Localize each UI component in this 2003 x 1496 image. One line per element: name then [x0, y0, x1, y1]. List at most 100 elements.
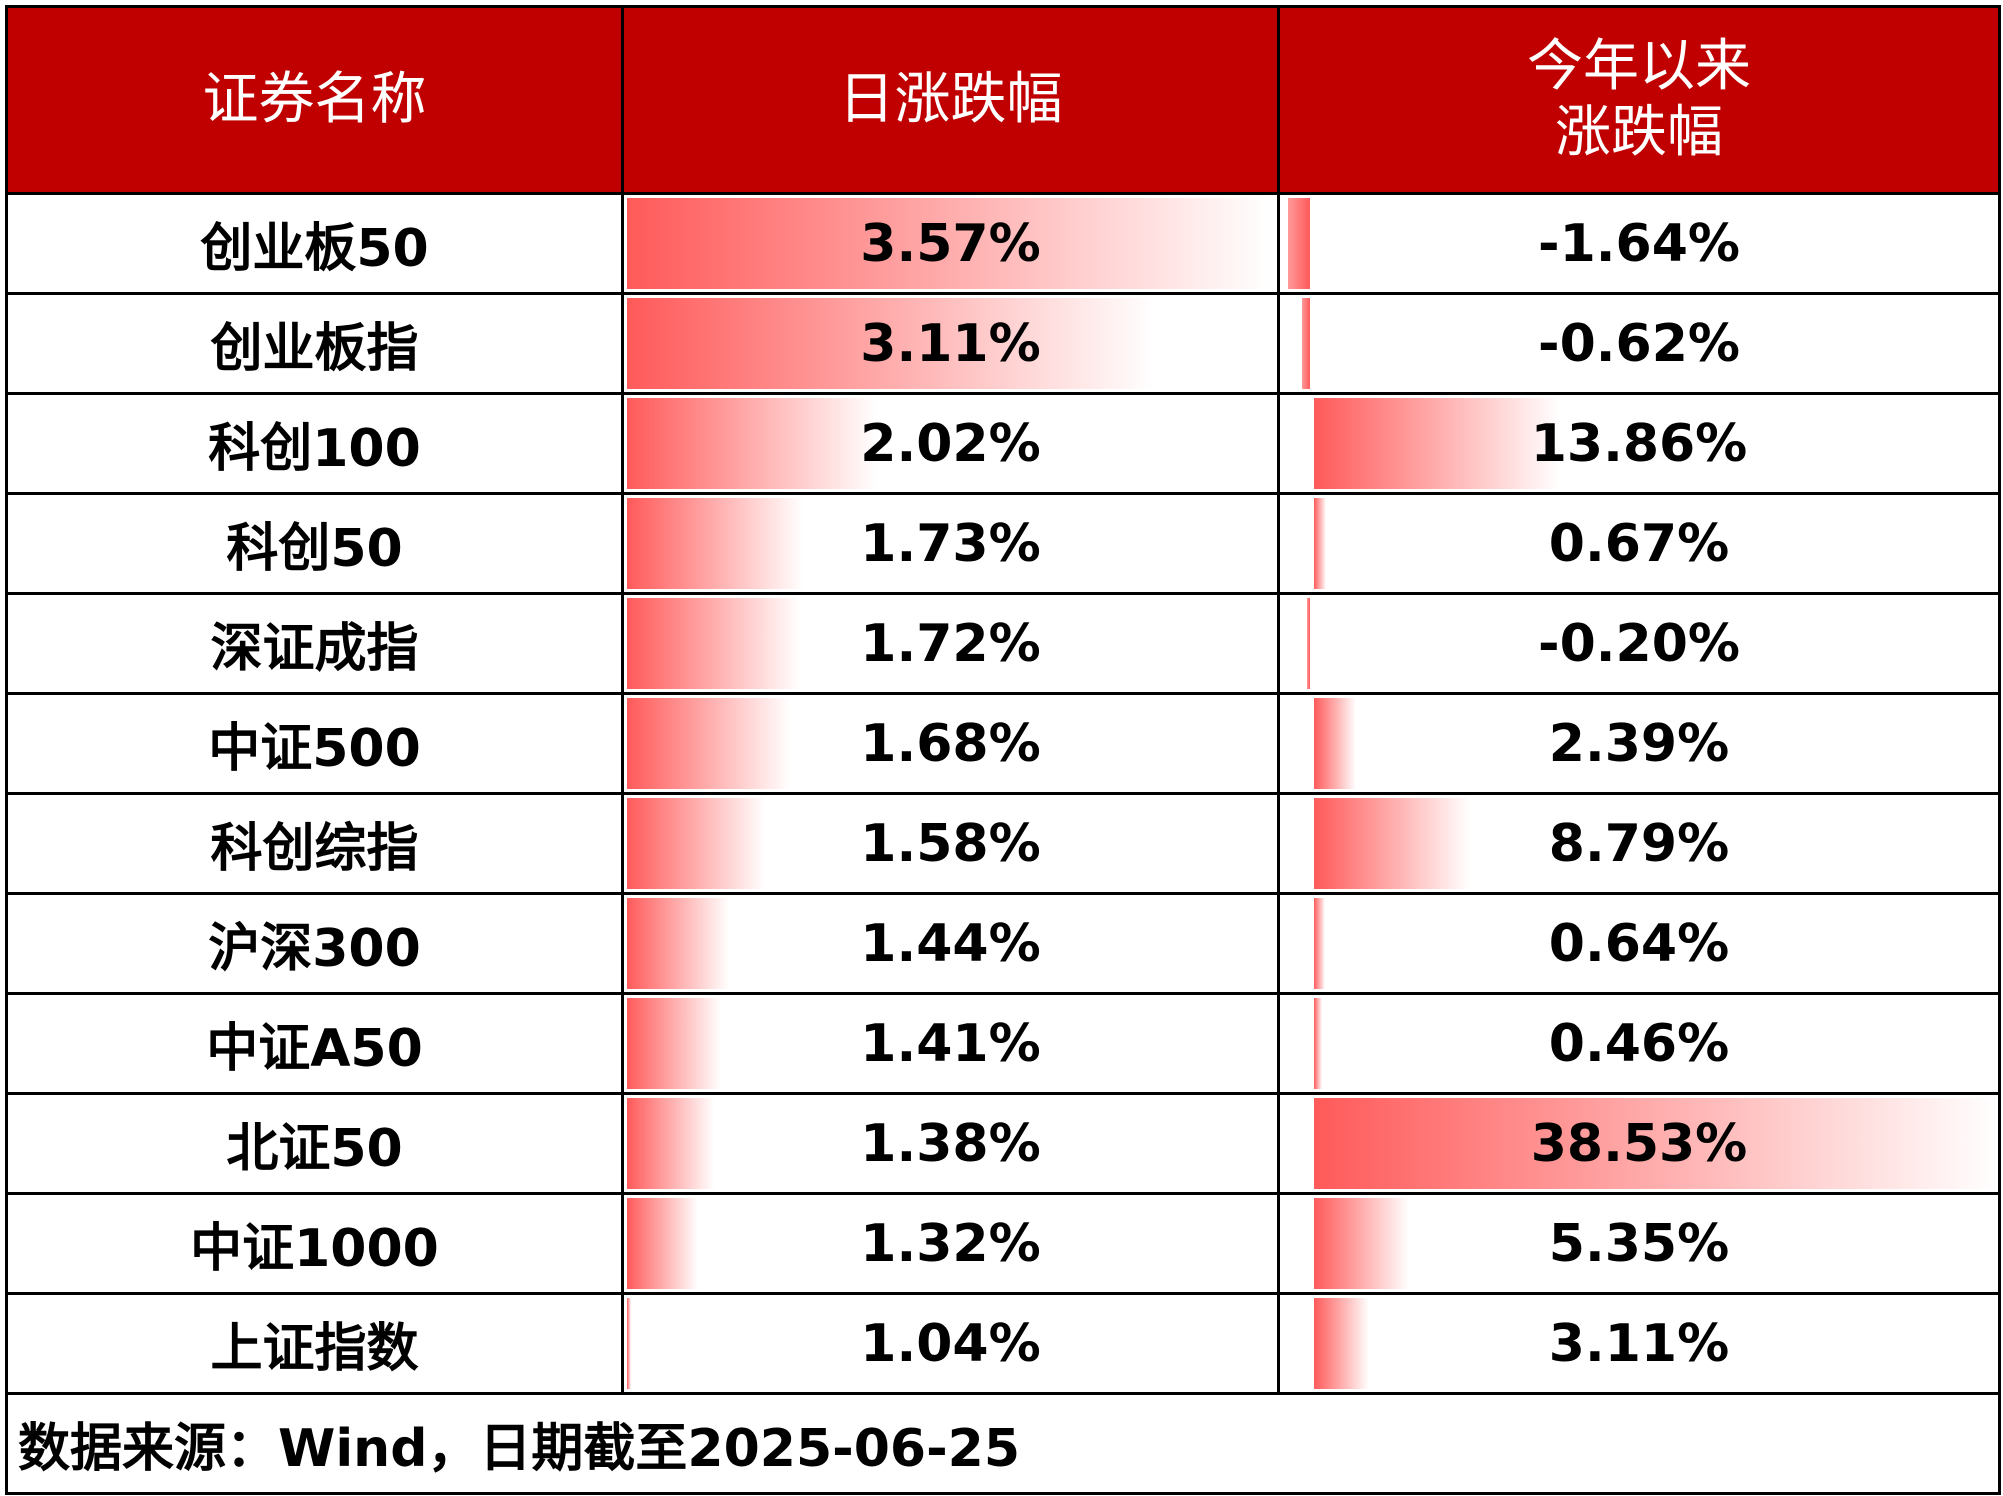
table-row: 中证1000 1.32% 5.35%: [5, 1192, 2001, 1295]
security-name: 中证1000: [5, 1192, 624, 1295]
ytd-change-bar: [1314, 898, 1326, 989]
ytd-change-bar: [1314, 398, 1561, 489]
header-row: 证券名称 日涨跌幅 今年以来 涨跌幅: [5, 5, 2001, 195]
ytd-change-cell: 2.39%: [1277, 692, 2001, 795]
daily-change-value: 3.57%: [860, 213, 1041, 274]
ytd-change-cell: 13.86%: [1277, 392, 2001, 495]
ytd-change-cell: 3.11%: [1277, 1292, 2001, 1395]
ytd-change-bar: [1314, 1298, 1370, 1389]
header-name: 证券名称: [5, 5, 624, 195]
ytd-change-cell: -1.64%: [1277, 192, 2001, 295]
ytd-change-bar: [1314, 1098, 1998, 1189]
daily-change-value: 2.02%: [860, 413, 1041, 474]
ytd-change-cell: -0.20%: [1277, 592, 2001, 695]
security-name: 北证50: [5, 1092, 624, 1195]
ytd-change-bar: [1301, 298, 1310, 389]
ytd-change-cell: 5.35%: [1277, 1192, 2001, 1295]
daily-change-value: 1.38%: [860, 1113, 1041, 1174]
ytd-change-bar: [1314, 998, 1323, 1089]
daily-change-value: 1.73%: [860, 513, 1041, 574]
daily-change-cell: 1.04%: [621, 1292, 1280, 1395]
table-row: 深证成指 1.72% -0.20%: [5, 592, 2001, 695]
security-name: 科创综指: [5, 792, 624, 895]
table-row: 中证500 1.68% 2.39%: [5, 692, 2001, 795]
source-note: 数据来源：Wind，日期截至2025-06-25: [5, 1392, 2001, 1495]
security-name: 中证A50: [5, 992, 624, 1095]
daily-change-bar: [627, 298, 1155, 389]
table-row: 上证指数 1.04% 3.11%: [5, 1292, 2001, 1395]
daily-change-bar: [627, 1298, 631, 1389]
daily-change-value: 1.44%: [860, 913, 1041, 974]
ytd-change-cell: 0.67%: [1277, 492, 2001, 595]
header-ytd-line1: 今年以来: [1527, 34, 1751, 99]
table-row: 科创100 2.02% 13.86%: [5, 392, 2001, 495]
daily-change-cell: 1.41%: [621, 992, 1280, 1095]
daily-change-value: 3.11%: [860, 313, 1041, 374]
daily-change-bar: [627, 698, 791, 789]
security-name: 创业板指: [5, 292, 624, 395]
header-ytd-line2: 涨跌幅: [1555, 100, 1723, 165]
daily-change-bar: [627, 898, 729, 989]
daily-change-bar: [627, 598, 801, 689]
ytd-change-value: 0.67%: [1548, 513, 1730, 574]
table-row: 科创综指 1.58% 8.79%: [5, 792, 2001, 895]
daily-change-cell: 1.68%: [621, 692, 1280, 795]
table-row: 北证50 1.38% 38.53%: [5, 1092, 2001, 1195]
security-name: 上证指数: [5, 1292, 624, 1395]
ytd-change-bar: [1314, 1198, 1409, 1289]
daily-change-bar: [627, 398, 877, 489]
daily-change-cell: 3.11%: [621, 292, 1280, 395]
daily-change-cell: 1.58%: [621, 792, 1280, 895]
ytd-change-cell: 0.64%: [1277, 892, 2001, 995]
daily-change-bar: [627, 1098, 714, 1189]
ytd-change-value: 3.11%: [1548, 1313, 1730, 1374]
ytd-change-value: -0.20%: [1538, 613, 1740, 674]
ytd-change-cell: 0.46%: [1277, 992, 2001, 1095]
ytd-change-bar: [1288, 198, 1310, 289]
security-name: 科创100: [5, 392, 624, 495]
ytd-change-value: -0.62%: [1538, 313, 1740, 374]
ytd-change-bar: [1307, 598, 1310, 689]
daily-change-cell: 1.32%: [621, 1192, 1280, 1295]
header-daily-change: 日涨跌幅: [621, 5, 1280, 195]
ytd-change-value: 5.35%: [1548, 1213, 1730, 1274]
footer-row: 数据来源：Wind，日期截至2025-06-25: [5, 1392, 2001, 1495]
daily-change-bar: [627, 798, 765, 889]
ytd-change-value: 13.86%: [1530, 413, 1748, 474]
table-row: 创业板指 3.11% -0.62%: [5, 292, 2001, 395]
security-name: 中证500: [5, 692, 624, 795]
security-name: 科创50: [5, 492, 624, 595]
ytd-change-cell: 38.53%: [1277, 1092, 2001, 1195]
ytd-change-bar: [1314, 698, 1357, 789]
security-name: 深证成指: [5, 592, 624, 695]
daily-change-bar: [627, 1198, 699, 1289]
index-performance-table: 证券名称 日涨跌幅 今年以来 涨跌幅 创业板50 3.57% -1.64% 创业板指 3.…: [5, 5, 2001, 1495]
header-ytd-change: 今年以来 涨跌幅: [1277, 5, 2001, 195]
daily-change-value: 1.41%: [860, 1013, 1041, 1074]
table-row: 创业板50 3.57% -1.64%: [5, 192, 2001, 295]
table-row: 沪深300 1.44% 0.64%: [5, 892, 2001, 995]
ytd-change-value: 0.64%: [1548, 913, 1730, 974]
ytd-change-cell: -0.62%: [1277, 292, 2001, 395]
daily-change-cell: 1.38%: [621, 1092, 1280, 1195]
ytd-change-value: 8.79%: [1548, 813, 1730, 874]
daily-change-value: 1.04%: [860, 1313, 1041, 1374]
daily-change-cell: 1.72%: [621, 592, 1280, 695]
ytd-change-value: 0.46%: [1548, 1013, 1730, 1074]
ytd-change-value: 38.53%: [1530, 1113, 1748, 1174]
daily-change-cell: 1.73%: [621, 492, 1280, 595]
daily-change-cell: 2.02%: [621, 392, 1280, 495]
daily-change-value: 1.58%: [860, 813, 1041, 874]
ytd-change-value: -1.64%: [1538, 213, 1740, 274]
daily-change-bar: [627, 998, 722, 1089]
security-name: 创业板50: [5, 192, 624, 295]
daily-change-bar: [627, 198, 1272, 289]
ytd-change-bar: [1314, 498, 1326, 589]
security-name: 沪深300: [5, 892, 624, 995]
daily-change-cell: 1.44%: [621, 892, 1280, 995]
table-row: 中证A50 1.41% 0.46%: [5, 992, 2001, 1095]
daily-change-value: 1.68%: [860, 713, 1041, 774]
table-row: 科创50 1.73% 0.67%: [5, 492, 2001, 595]
daily-change-cell: 3.57%: [621, 192, 1280, 295]
daily-change-value: 1.32%: [860, 1213, 1041, 1274]
